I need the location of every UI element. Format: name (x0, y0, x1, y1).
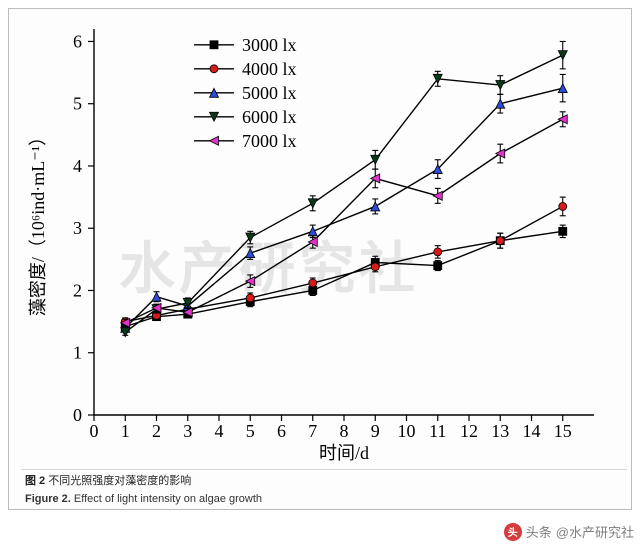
figure-frame: 水产研究社 01234567891011121314150123456时间/d藻… (8, 8, 632, 510)
svg-text:9: 9 (371, 421, 380, 441)
fig-label-en: Figure 2. (25, 493, 71, 505)
svg-text:13: 13 (491, 421, 509, 441)
svg-text:15: 15 (554, 421, 572, 441)
svg-text:2: 2 (73, 280, 82, 300)
fig-label-zh: 图 2 (25, 475, 45, 487)
svg-text:4: 4 (73, 156, 82, 176)
svg-text:0: 0 (73, 405, 82, 425)
chart-svg: 01234567891011121314150123456时间/d藻密度/（10… (24, 17, 614, 465)
svg-text:3: 3 (183, 421, 192, 441)
svg-text:10: 10 (398, 421, 416, 441)
svg-text:7000 lx: 7000 lx (242, 131, 297, 151)
svg-text:6: 6 (277, 421, 286, 441)
svg-text:6: 6 (73, 31, 82, 51)
svg-text:1: 1 (121, 421, 130, 441)
svg-text:14: 14 (523, 421, 541, 441)
attribution: 头 头条 @水产研究社 (504, 522, 634, 541)
svg-text:8: 8 (340, 421, 349, 441)
svg-text:5: 5 (73, 94, 82, 114)
fig-title-en: Effect of light intensity on algae growt… (74, 493, 262, 505)
svg-text:4: 4 (215, 421, 224, 441)
svg-text:3000 lx: 3000 lx (242, 35, 297, 55)
svg-text:4000 lx: 4000 lx (242, 59, 297, 79)
attribution-prefix: 头条 (526, 522, 552, 541)
figure-captions: 图 2 不同光照强度对藻密度的影响 Figure 2. Effect of li… (25, 473, 262, 508)
svg-text:6000 lx: 6000 lx (242, 107, 297, 127)
svg-text:藻密度/（10⁶ind·mL⁻¹）: 藻密度/（10⁶ind·mL⁻¹） (28, 128, 48, 316)
svg-text:7: 7 (308, 421, 317, 441)
svg-text:11: 11 (429, 421, 446, 441)
svg-text:1: 1 (73, 343, 82, 363)
attribution-handle: @水产研究社 (556, 522, 634, 541)
caption-divider (21, 469, 627, 470)
svg-text:时间/d: 时间/d (319, 443, 369, 463)
svg-text:3: 3 (73, 218, 82, 238)
fig-title-zh: 不同光照强度对藻密度的影响 (48, 475, 191, 487)
svg-text:0: 0 (90, 421, 99, 441)
svg-text:5000 lx: 5000 lx (242, 83, 297, 103)
svg-text:5: 5 (246, 421, 255, 441)
attribution-logo: 头 (504, 523, 522, 541)
svg-text:2: 2 (152, 421, 161, 441)
svg-text:12: 12 (460, 421, 478, 441)
